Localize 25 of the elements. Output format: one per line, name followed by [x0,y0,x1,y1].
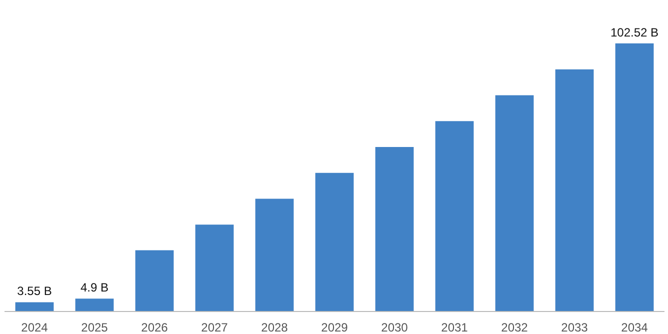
x-tick-label: 2027 [201,320,228,334]
data-label: 102.52 B [610,25,659,40]
x-tick-label: 2029 [321,320,348,334]
x-tick-label: 2034 [621,320,648,334]
bar [195,224,234,312]
x-tick-label: 2028 [261,320,288,334]
bar [375,147,414,312]
bar [135,250,174,312]
bar [555,69,594,312]
bar [255,198,294,312]
bar [495,95,534,312]
x-tick-label: 2031 [441,320,468,334]
data-label: 3.55 B [17,284,52,298]
x-tick-label: 2025 [81,320,108,334]
x-tick-label: 2030 [381,320,408,334]
x-tick-label: 2024 [21,320,48,334]
x-tick-label: 2026 [141,320,168,334]
x-tick-label: 2033 [561,320,588,334]
bar [615,43,654,312]
data-label: 4.9 B [80,280,109,295]
bar [315,172,354,312]
bar [75,298,114,312]
bar [435,121,474,312]
x-tick-label: 2032 [501,320,528,334]
bar [15,302,54,312]
